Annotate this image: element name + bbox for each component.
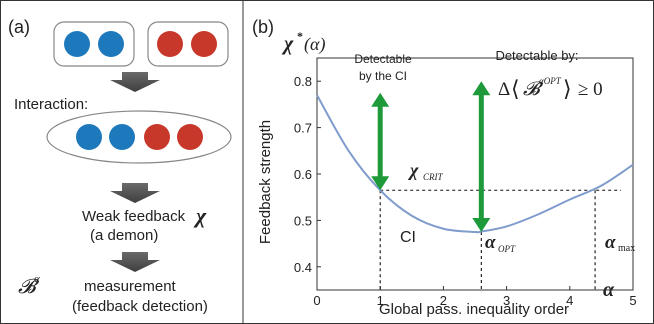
panel-b: (b) χ * (α) Feedback strength Global pas… — [252, 17, 637, 318]
blue-particle — [109, 124, 135, 150]
y-tick-label: 0.7 — [294, 121, 312, 136]
interaction-ellipse — [46, 110, 232, 164]
blue-particle — [76, 124, 102, 150]
formula-ge-zero: ≥ 0 — [578, 79, 603, 100]
y-tick-label: 0.5 — [294, 213, 312, 228]
x-tick-label: 4 — [566, 293, 573, 308]
x-tick-label: 5 — [629, 293, 636, 308]
y-tick-label: 0.8 — [294, 74, 312, 89]
chi-star-argument: (α) — [304, 34, 325, 55]
x-tick-label: 3 — [503, 293, 510, 308]
panel-a: (a) Interaction: Weak feedback χ (a demo… — [8, 17, 232, 315]
x-tick-label: 2 — [440, 293, 447, 308]
plot-area: 0 1 2 3 4 5 0.4 0.5 0.6 0.7 0.8 — [294, 57, 637, 308]
y-tick-label: 0.6 — [294, 167, 312, 182]
alpha-opt-symbol: α — [485, 232, 496, 253]
panel-a-label: (a) — [8, 17, 30, 37]
blue-particle — [64, 31, 90, 57]
interaction-label: Interaction: — [14, 96, 88, 113]
detection-label: (feedback detection) — [72, 298, 208, 315]
alpha-max-subscript: max — [618, 243, 635, 254]
formula-right-bracket: ⟩ — [563, 76, 572, 101]
demon-label: (a demon) — [90, 227, 158, 244]
b-symbol: 𝓑 — [18, 276, 40, 298]
y-tick-label: 0.4 — [294, 260, 312, 275]
down-arrow-icon — [110, 252, 160, 272]
alpha-opt-subscript: OPT — [498, 244, 516, 254]
x-tick-label: 1 — [377, 293, 384, 308]
ci-label: CI — [400, 229, 416, 246]
detectable-by-label: Detectable by: — [495, 48, 578, 63]
x-tick-label: 0 — [313, 293, 320, 308]
weak-feedback-label: Weak feedback — [82, 208, 186, 225]
alpha-max-symbol: α — [605, 232, 616, 253]
chi-star-symbol: χ — [281, 33, 294, 55]
red-particle — [144, 124, 170, 150]
panel-b-label: (b) — [252, 17, 274, 37]
chi-crit-symbol: χ — [407, 160, 419, 180]
y-axis-label: Feedback strength — [257, 120, 274, 244]
blue-particle — [98, 31, 124, 57]
ci-detectable-arrow-icon — [371, 92, 390, 191]
measurement-label: measurement — [84, 278, 177, 295]
formula-left-bracket: ⟨ — [511, 76, 520, 101]
opt-detectable-arrow-icon — [472, 81, 491, 232]
red-particle — [177, 124, 203, 150]
formula-b: 𝓑 — [523, 79, 543, 100]
formula-superscript: αOPT — [539, 76, 562, 86]
down-arrow-icon — [110, 72, 160, 92]
red-particle — [191, 31, 217, 57]
detectable-ci-line1: Detectable — [354, 52, 412, 66]
chi-star-superscript: * — [297, 29, 303, 43]
chi-symbol: χ — [193, 203, 207, 228]
feedback-curve — [316, 94, 634, 234]
down-arrow-icon — [110, 183, 160, 203]
criterion-formula: Δ ⟨ 𝓑 αOPT ⟩ ≥ 0 — [498, 76, 603, 101]
detectable-ci-line2: by the CI — [359, 69, 407, 83]
red-particle — [157, 31, 183, 57]
formula-delta: Δ — [498, 79, 510, 100]
chi-crit-subscript: CRIT — [423, 172, 443, 182]
b-superscript: α — [34, 273, 40, 285]
x-axis-label: Global pass. inequality order — [379, 301, 569, 318]
